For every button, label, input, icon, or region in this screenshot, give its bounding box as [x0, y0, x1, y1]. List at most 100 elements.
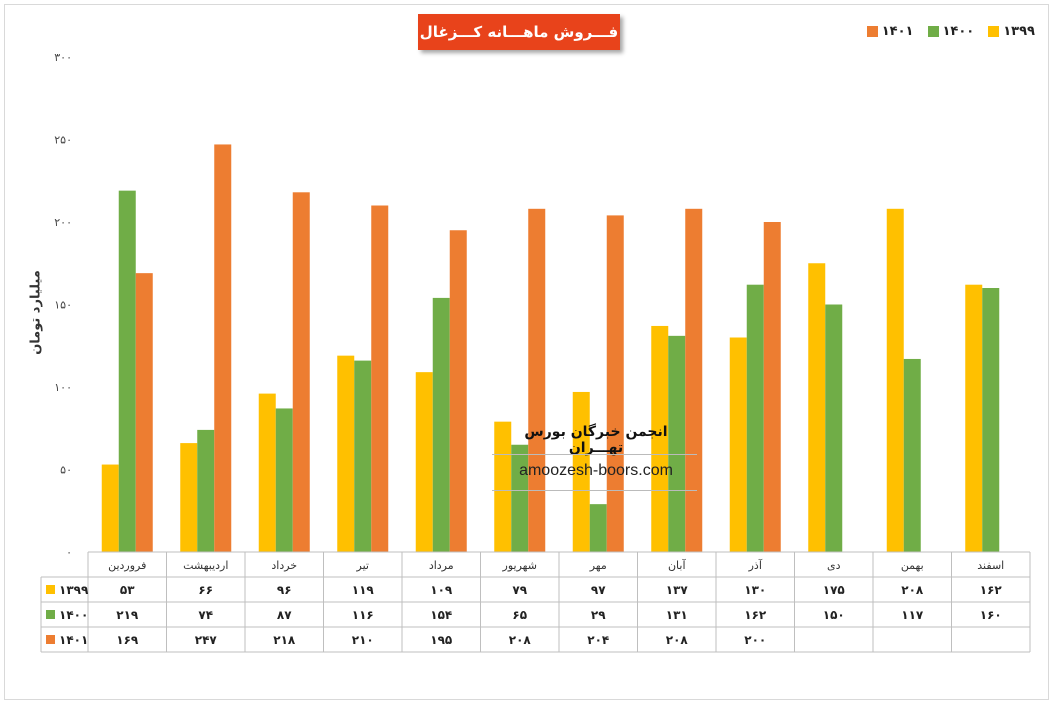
bar-۱۳۹۹-8: [729, 337, 747, 552]
legend-item-1399: ۱۳۹۹: [988, 24, 1035, 39]
table-cell-value: ۶۶: [198, 583, 213, 597]
table-series-label: ۱۳۹۹: [59, 583, 89, 597]
legend-item-1401: ۱۴۰۱: [866, 24, 914, 39]
bar-۱۳۹۹-0: [101, 464, 119, 552]
table-cell-value: ۱۶۲: [744, 608, 767, 622]
bar-۱۴۰۱-4: [449, 230, 467, 552]
table-legend-key-۱۴۰۰: [46, 610, 55, 619]
table-legend-key-۱۳۹۹: [46, 585, 55, 594]
bar-۱۳۹۹-9: [808, 263, 826, 552]
category-label: مرداد: [429, 559, 454, 572]
y-tick-label: ۲۵۰: [54, 134, 72, 147]
table-cell-value: ۱۹۵: [430, 633, 452, 647]
legend-label-1401: ۱۴۰۱: [881, 24, 914, 39]
bar-۱۳۹۹-6: [572, 391, 590, 552]
table-cell-value: ۱۶۰: [980, 608, 1002, 622]
watermark-site: amoozesh-boors.com: [519, 462, 673, 479]
y-tick-label: ۰: [66, 546, 72, 559]
category-label: شهریور: [502, 559, 537, 572]
bar-۱۳۹۹-7: [651, 325, 669, 552]
table-legend-key-۱۴۰۱: [46, 635, 55, 644]
table-cell-value: ۷۴: [198, 608, 213, 622]
bar-۱۴۰۰-6: [589, 504, 607, 552]
table-cell-value: ۲۰۰: [744, 633, 766, 647]
table-cell-value: ۹۷: [591, 583, 606, 597]
table-cell-value: ۲۰۴: [587, 633, 609, 647]
chart-title: فـــروش ماهـــانه کـــزغال: [418, 14, 620, 50]
table-cell-value: ۲۴۷: [195, 633, 218, 647]
bar-۱۴۰۰-10: [903, 358, 921, 552]
legend-swatch-1401: [866, 26, 878, 37]
table-cell-value: ۲۰۸: [509, 633, 532, 647]
watermark-divider-bottom: [492, 490, 697, 491]
bar-۱۴۰۰-8: [746, 284, 764, 552]
bar-۱۴۰۱-1: [214, 144, 232, 552]
bar-۱۳۹۹-1: [180, 443, 198, 552]
table-cell-value: ۱۱۹: [352, 583, 375, 597]
bar-۱۴۰۱-5: [528, 208, 546, 553]
table-cell-value: ۲۱۰: [352, 633, 374, 647]
category-label: اردیبهشت: [183, 559, 228, 572]
category-label: خرداد: [271, 559, 297, 572]
table-cell-value: ۲۱۹: [116, 608, 139, 622]
table-cell-value: ۲۰۸: [901, 583, 924, 597]
table-cell-value: ۱۵۰: [823, 608, 845, 622]
bar-۱۳۹۹-11: [965, 284, 983, 552]
table-cell-value: ۹۶: [277, 583, 292, 597]
category-label: مهر: [589, 559, 607, 572]
bar-۱۳۹۹-10: [886, 208, 904, 553]
legend-swatch-1400: [927, 26, 939, 37]
category-label: اسفند: [977, 559, 1004, 572]
table-cell-value: ۸۷: [277, 608, 292, 622]
bar-۱۴۰۰-11: [982, 288, 1000, 552]
legend-swatch-1399: [988, 26, 1000, 37]
table-cell-value: ۱۳۱: [666, 608, 688, 622]
bar-۱۴۰۱-7: [685, 208, 703, 553]
category-label: آبان: [668, 558, 686, 572]
legend-label-1400: ۱۴۰۰: [942, 24, 975, 39]
chart-legend: ۱۴۰۱ ۱۴۰۰ ۱۳۹۹: [866, 24, 1035, 39]
legend-label-1399: ۱۳۹۹: [1003, 24, 1035, 39]
y-tick-label: ۲۰۰: [54, 216, 72, 229]
table-cell-value: ۲۹: [591, 608, 606, 622]
bar-۱۳۹۹-2: [258, 393, 276, 552]
table-cell-value: ۱۰۹: [430, 583, 453, 597]
category-label: آذر: [748, 558, 763, 572]
y-tick-label: ۱۰۰: [54, 381, 72, 394]
bar-۱۴۰۰-0: [118, 190, 136, 552]
bar-۱۴۰۱-2: [292, 192, 310, 553]
table-cell-value: ۲۰۸: [666, 633, 689, 647]
bar-۱۴۰۱-6: [606, 215, 624, 552]
table-cell-value: ۵۳: [120, 583, 135, 597]
category-label: بهمن: [901, 559, 924, 572]
bar-۱۴۰۰-7: [668, 335, 686, 552]
table-cell-value: ۱۱۷: [901, 608, 924, 622]
bar-۱۳۹۹-4: [415, 372, 433, 552]
table-cell-value: ۷۹: [512, 583, 527, 597]
table-cell-value: ۲۱۸: [273, 633, 296, 647]
chart-frame: [4, 4, 1049, 700]
bar-۱۴۰۰-2: [275, 408, 293, 552]
table-cell-value: ۱۵۴: [430, 608, 452, 622]
watermark-name: انجمن خبرگان بورس تهـــران: [524, 424, 668, 456]
table-cell-value: ۱۳۷: [666, 583, 689, 597]
table-cell-value: ۶۵: [512, 608, 527, 622]
category-label: فروردین: [108, 559, 146, 572]
y-tick-label: ۱۵۰: [54, 299, 72, 312]
table-cell-value: ۱۱۶: [352, 608, 374, 622]
table-cell-value: ۱۳۰: [744, 583, 766, 597]
bar-۱۳۹۹-3: [337, 355, 355, 552]
category-label: دی: [827, 559, 841, 572]
table-cell-value: ۱۶۲: [980, 583, 1003, 597]
bar-۱۴۰۱-8: [763, 222, 781, 552]
bar-۱۴۰۰-5: [511, 444, 529, 552]
y-tick-label: ۳۰۰: [54, 51, 72, 64]
bar-۱۴۰۰-3: [354, 360, 372, 552]
category-label: تیر: [356, 559, 369, 572]
table-series-label: ۱۴۰۰: [59, 608, 88, 622]
bar-۱۴۰۰-1: [197, 429, 215, 552]
table-cell-value: ۱۶۹: [116, 633, 139, 647]
legend-item-1400: ۱۴۰۰: [927, 24, 975, 39]
y-tick-label: ۵۰: [60, 464, 72, 477]
